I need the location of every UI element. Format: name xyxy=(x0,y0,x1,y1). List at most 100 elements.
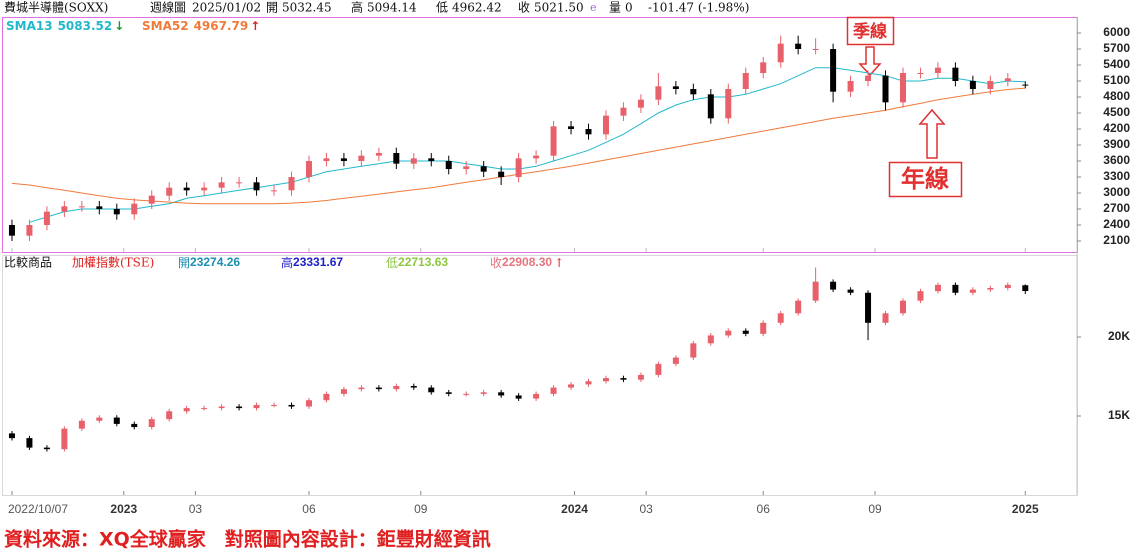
candle-body xyxy=(305,400,312,407)
x-tick-label: 09 xyxy=(868,502,882,516)
quote-value: 5021.50 xyxy=(534,1,584,15)
candle-body xyxy=(585,129,592,135)
quote-label: 收 xyxy=(490,256,502,270)
candle-body xyxy=(236,406,243,409)
candle-body xyxy=(568,384,575,388)
candle-body xyxy=(201,187,208,191)
compare-quote: 開23274.26 xyxy=(178,255,240,269)
candle-body xyxy=(917,291,924,301)
quote-value: 4962.42 xyxy=(452,1,502,15)
y-tick-label: 5400 xyxy=(1103,57,1130,71)
candle-body xyxy=(1022,285,1029,292)
candle-body xyxy=(183,408,190,412)
candle-body xyxy=(847,81,854,92)
legend-entry: SMA52 4967.79 ↑ xyxy=(142,19,260,33)
legend-arrow: ↑ xyxy=(250,19,260,33)
candle-body xyxy=(795,43,802,50)
candle-body xyxy=(78,420,85,429)
annotation-box xyxy=(888,161,963,198)
candle-body xyxy=(61,206,68,212)
y-tick-label: 4800 xyxy=(1103,89,1130,103)
quote-value: 23274.26 xyxy=(190,255,240,269)
candle-body xyxy=(358,155,365,162)
compare-label: 比較商品 xyxy=(4,255,52,270)
candle-body xyxy=(550,126,557,156)
x-tick-label: 2024 xyxy=(561,502,588,516)
candle-body xyxy=(498,171,505,178)
y-tick-label: 2700 xyxy=(1103,201,1130,215)
y-tick-label: 5700 xyxy=(1103,41,1130,55)
candle-body xyxy=(742,73,749,90)
candle-body xyxy=(777,43,784,63)
candle-body xyxy=(655,86,662,100)
candle-body xyxy=(969,289,976,293)
legend-entry: SMA13 5083.52 ↓ xyxy=(6,19,124,33)
candle-body xyxy=(602,378,609,382)
annotation-arrow xyxy=(918,108,946,159)
candle-body xyxy=(533,155,540,159)
candle-body xyxy=(899,73,906,103)
candle-body xyxy=(865,292,872,323)
y-tick-label: 20K xyxy=(1108,329,1130,343)
y-tick-label: 2100 xyxy=(1103,233,1130,247)
candle-body xyxy=(725,330,732,336)
quote-value: 22713.63 xyxy=(398,255,448,269)
candle-body xyxy=(463,393,470,395)
candle-body xyxy=(463,166,470,170)
candle-body xyxy=(777,313,784,323)
y-tick-label: 4500 xyxy=(1103,105,1130,119)
x-tick-label: 2025 xyxy=(1012,502,1039,516)
candle-body xyxy=(236,182,243,184)
quote-value: 5032.45 xyxy=(282,1,332,15)
candle-body xyxy=(498,392,505,396)
candle-body xyxy=(288,404,295,407)
candle-body xyxy=(637,99,644,108)
candle-body xyxy=(987,81,994,90)
annotation-label: 季線 xyxy=(853,21,887,42)
footer: 資料來源：XQ全球贏家 對照圖內容設計：鉅豐財經資訊 xyxy=(4,528,491,551)
candle-body xyxy=(1022,84,1029,86)
candle-body xyxy=(218,182,225,188)
candle-body xyxy=(830,49,837,92)
quote-label: 開 xyxy=(266,1,278,15)
candle-body xyxy=(166,187,173,196)
candle-body xyxy=(550,387,557,394)
x-tick-label: 06 xyxy=(302,502,316,516)
candle-body xyxy=(707,94,714,119)
candle-body xyxy=(43,211,50,226)
candle-body xyxy=(655,363,662,375)
candle-body xyxy=(393,153,400,164)
candle-body xyxy=(26,438,33,448)
candle-body xyxy=(515,395,522,399)
candle-body xyxy=(637,374,644,380)
candle-body xyxy=(620,378,627,380)
candle-body xyxy=(585,381,592,385)
candle-body xyxy=(8,433,15,439)
candle-body xyxy=(271,404,278,406)
instrument-name: 費城半導體(SOXX) xyxy=(4,0,108,15)
candle-body xyxy=(917,73,924,75)
candle-body xyxy=(253,404,260,409)
candle-body xyxy=(288,177,295,191)
y-tick-label: 3300 xyxy=(1103,169,1130,183)
candle-body xyxy=(672,86,679,90)
moving-average-line xyxy=(29,67,1026,223)
x-tick-label: 2022/10/07 xyxy=(8,502,68,516)
candle-body xyxy=(934,284,941,292)
candle-body xyxy=(899,300,906,314)
candle-body xyxy=(323,158,330,162)
compare-quote: 高23331.67 xyxy=(281,255,343,270)
candle-body xyxy=(672,357,679,364)
y-tick-label: 15K xyxy=(1108,408,1130,422)
candle-body xyxy=(410,158,417,164)
quote-label: 低 xyxy=(386,256,398,270)
candle-body xyxy=(8,225,15,236)
candle-body xyxy=(113,209,120,215)
y-tick-label: 6000 xyxy=(1103,25,1130,39)
candle-body xyxy=(78,206,85,208)
candle-body xyxy=(410,385,417,388)
candle-body xyxy=(533,393,540,399)
candle-body xyxy=(43,447,50,450)
candle-body xyxy=(480,166,487,172)
